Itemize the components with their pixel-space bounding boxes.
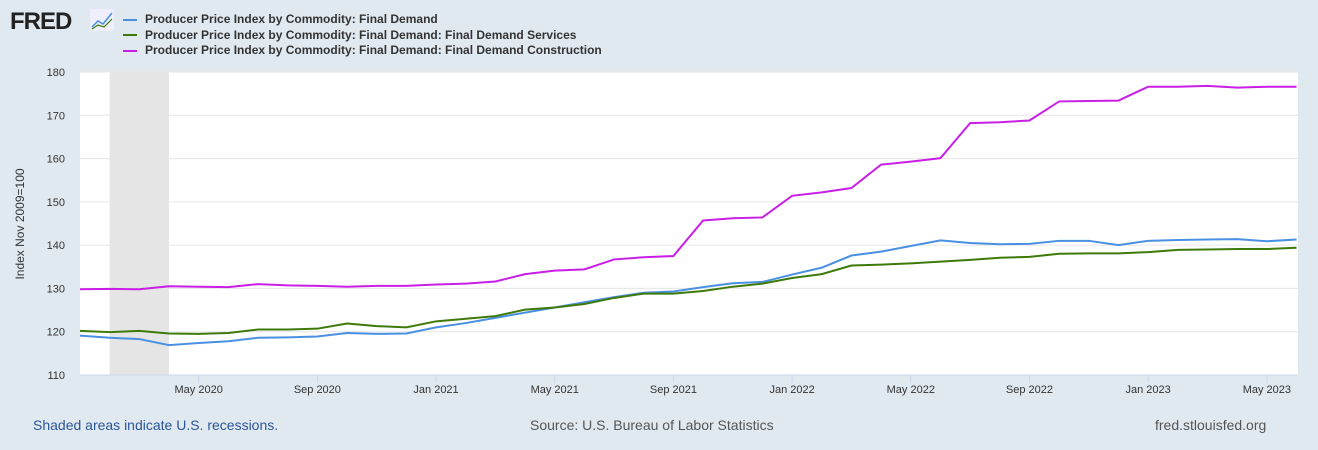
- source-text: Source: U.S. Bureau of Labor Statistics: [530, 417, 774, 433]
- legend-item-construction[interactable]: Producer Price Index by Commodity: Final…: [123, 43, 602, 59]
- y-tick-label: 150: [47, 197, 65, 209]
- x-tick-label: Jan 2023: [1126, 384, 1171, 396]
- chart: 110 120 130 140 150 160 170 180 May 2020 Sep 2020…: [13, 67, 1298, 396]
- x-tick-label: Sep 2021: [650, 384, 697, 396]
- plot-area: [80, 72, 1298, 375]
- series-line-2: [79, 84, 1297, 291]
- chart-logo-icon: [90, 9, 114, 31]
- legend-swatch: [123, 18, 137, 21]
- x-tick-label: May 2023: [1243, 384, 1291, 396]
- x-tick-label: May 2022: [887, 384, 935, 396]
- y-tick-label: 110: [47, 370, 65, 382]
- legend-item-final-demand[interactable]: Producer Price Index by Commodity: Final…: [123, 12, 602, 28]
- series-line-0: [79, 238, 1297, 347]
- x-tick-label: Sep 2020: [294, 384, 341, 396]
- recession-shade: [109, 72, 170, 375]
- x-tick-label: Jan 2021: [413, 384, 458, 396]
- x-tick-label: May 2021: [531, 384, 579, 396]
- site-link[interactable]: fred.stlouisfed.org: [1155, 417, 1267, 433]
- x-tick-label: Jan 2022: [769, 384, 814, 396]
- recession-note: Shaded areas indicate U.S. recessions.: [33, 417, 279, 433]
- series-line-1: [79, 246, 1297, 335]
- legend-label: Producer Price Index by Commodity: Final…: [145, 27, 577, 42]
- legend-label: Producer Price Index by Commodity: Final…: [145, 12, 438, 26]
- legend-label: Producer Price Index by Commodity: Final…: [145, 43, 602, 57]
- legend-swatch: [123, 49, 137, 52]
- y-tick-label: 140: [47, 240, 65, 252]
- y-axis-label: Index Nov 2009=100: [13, 168, 27, 279]
- legend-item-services[interactable]: Producer Price Index by Commodity: Final…: [123, 28, 602, 44]
- y-tick-label: 170: [47, 110, 65, 122]
- y-tick-label: 160: [47, 154, 65, 166]
- y-tick-label: 180: [47, 67, 65, 79]
- y-tick-label: 120: [47, 327, 65, 339]
- x-tick-label: Sep 2022: [1006, 384, 1053, 396]
- legend: Producer Price Index by Commodity: Final…: [123, 12, 602, 59]
- x-tick-label: May 2020: [175, 384, 223, 396]
- y-tick-label: 130: [47, 283, 65, 295]
- logo-text: FRED: [10, 8, 72, 35]
- legend-swatch: [123, 34, 137, 37]
- fred-logo[interactable]: FRED: [10, 8, 72, 36]
